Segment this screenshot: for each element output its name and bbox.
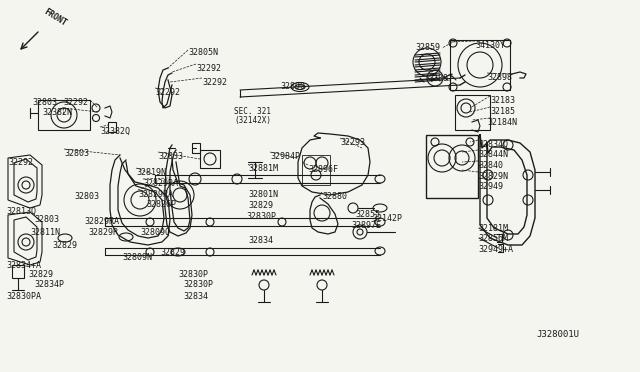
Text: 32811N: 32811N (30, 228, 60, 237)
Text: 32803: 32803 (32, 98, 57, 107)
Text: 32829N: 32829N (478, 172, 508, 181)
Text: 32830P: 32830P (246, 212, 276, 221)
Text: 32880: 32880 (322, 192, 347, 201)
Text: 32292: 32292 (202, 78, 227, 87)
Text: 32896F: 32896F (308, 165, 338, 174)
Text: 32185: 32185 (490, 107, 515, 116)
Text: 32844N: 32844N (478, 150, 508, 159)
Text: 32881M: 32881M (248, 164, 278, 173)
Text: 32833: 32833 (158, 152, 183, 161)
Text: 32803: 32803 (74, 192, 99, 201)
Text: 32803: 32803 (64, 149, 89, 158)
Text: 32292: 32292 (155, 88, 180, 97)
Text: 32897E: 32897E (351, 221, 381, 230)
Text: 32293: 32293 (340, 138, 365, 147)
Text: 32834+A: 32834+A (6, 261, 41, 270)
Text: 32890: 32890 (280, 82, 305, 91)
Text: 32830P: 32830P (183, 280, 213, 289)
Text: 32840: 32840 (478, 161, 503, 170)
Text: 32181M: 32181M (478, 224, 508, 233)
Text: 32829: 32829 (28, 270, 53, 279)
Text: FRONT: FRONT (42, 7, 68, 28)
Text: 32898: 32898 (487, 73, 512, 82)
Text: 32803: 32803 (34, 215, 59, 224)
Text: 32855: 32855 (355, 210, 380, 219)
Text: 32830P: 32830P (178, 270, 208, 279)
Text: 32829: 32829 (52, 241, 77, 250)
Text: 32829RA: 32829RA (143, 179, 178, 188)
Text: 32834: 32834 (248, 236, 273, 245)
Text: 32805N: 32805N (188, 48, 218, 57)
Text: 32292: 32292 (63, 98, 88, 107)
Text: 32829R: 32829R (88, 228, 118, 237)
Text: 32292: 32292 (196, 64, 221, 73)
Text: 32829: 32829 (248, 201, 273, 210)
Text: 32809Q: 32809Q (140, 228, 170, 237)
Text: 32829RA: 32829RA (138, 190, 173, 199)
Text: 32292: 32292 (8, 158, 33, 167)
Text: 32949: 32949 (478, 182, 503, 191)
Text: 32834: 32834 (183, 292, 208, 301)
Text: 32856M: 32856M (478, 234, 508, 243)
Text: 32809N: 32809N (122, 253, 152, 262)
Text: 32829RA: 32829RA (84, 217, 119, 226)
Text: 32382N: 32382N (42, 108, 72, 117)
Text: 32897: 32897 (428, 74, 453, 83)
Text: 32184N: 32184N (487, 118, 517, 127)
Text: 32949+A: 32949+A (478, 245, 513, 254)
Text: 32829: 32829 (160, 248, 185, 257)
Text: (32142X): (32142X) (234, 116, 271, 125)
Text: 32834P: 32834P (34, 280, 64, 289)
Text: 32826P: 32826P (146, 200, 176, 209)
Text: 34130Y: 34130Y (475, 41, 505, 50)
Text: 32984P: 32984P (270, 152, 300, 161)
Text: 32819N: 32819N (136, 168, 166, 177)
Text: 32834Q: 32834Q (478, 140, 508, 149)
Text: 32382Q: 32382Q (100, 127, 130, 136)
Text: SEC. 321: SEC. 321 (234, 107, 271, 116)
Text: 32859: 32859 (415, 43, 440, 52)
Text: 32142P: 32142P (372, 214, 402, 223)
Text: J328001U: J328001U (536, 330, 579, 339)
Text: 32183: 32183 (490, 96, 515, 105)
Text: 32813Q: 32813Q (6, 207, 36, 216)
Text: 32830PA: 32830PA (6, 292, 41, 301)
Text: 32801N: 32801N (248, 190, 278, 199)
